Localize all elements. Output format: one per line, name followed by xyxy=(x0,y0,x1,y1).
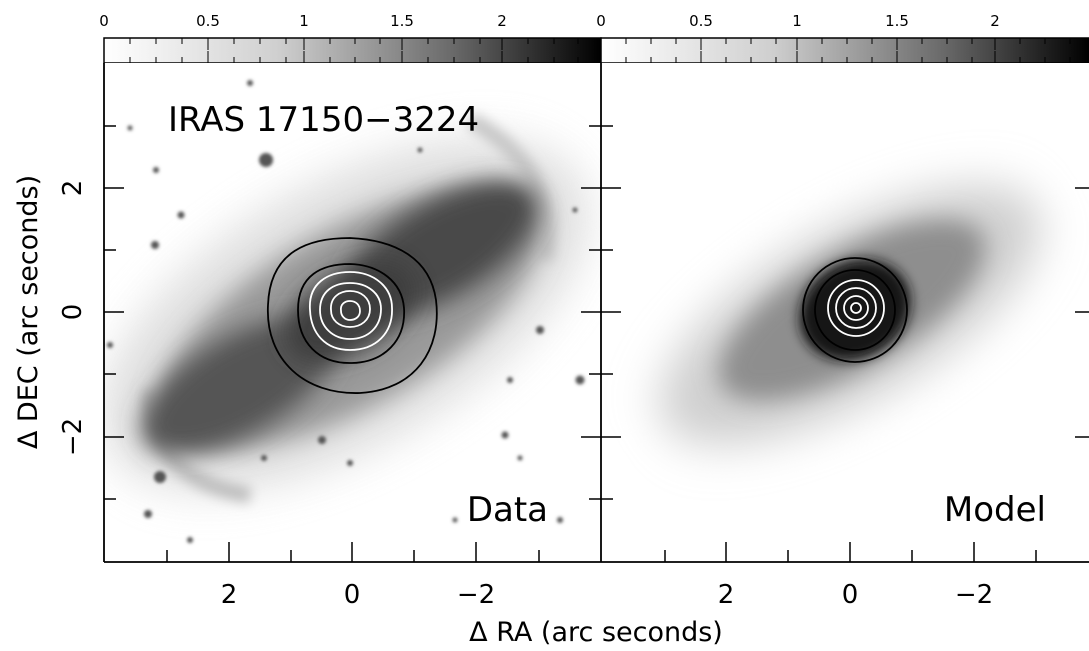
colorbar-left-tick-0: 0 xyxy=(99,12,109,30)
model-panel-label: Model xyxy=(944,490,1046,530)
model-panel: Model xyxy=(601,63,1089,562)
data-image xyxy=(104,80,588,543)
model-contour-middle xyxy=(814,269,896,351)
data-contour-inner-1 xyxy=(309,271,393,351)
model-image xyxy=(659,184,1041,446)
y-tick-1: 0 xyxy=(58,304,88,321)
model-contour-inner-1 xyxy=(827,279,885,337)
data-contour-middle xyxy=(297,263,405,364)
colorbar-right-gradient xyxy=(600,37,1089,64)
x-tick-right-1: 0 xyxy=(842,580,859,610)
x-tick-left-0: 2 xyxy=(221,580,238,610)
colorbar-left: 0 0.5 1 1.5 2 xyxy=(99,12,602,64)
x-tick-left-1: 0 xyxy=(344,580,361,610)
model-contour-inner-3 xyxy=(843,295,869,321)
colorbar-right-tick-3: 1.5 xyxy=(885,12,909,30)
y-tick-2: −2 xyxy=(58,418,88,456)
colorbar-left-tick-3: 1.5 xyxy=(390,12,414,30)
axis-ticks xyxy=(104,125,1089,562)
colorbar-right-tick-2: 1 xyxy=(792,12,802,30)
colorbar-left-ticks xyxy=(103,38,579,63)
object-name: IRAS 17150−3224 xyxy=(168,100,479,140)
data-panel-label: Data xyxy=(467,490,548,530)
data-contour-inner-2 xyxy=(319,282,382,340)
x-tick-right-2: −2 xyxy=(955,580,993,610)
nebula-lobe-lower xyxy=(141,316,339,454)
x-tick-right-0: 2 xyxy=(718,580,735,610)
model-contour-outer xyxy=(802,257,908,363)
colorbar-left-tick-4: 2 xyxy=(497,12,507,30)
colorbar-right: 0 0.5 1 1.5 2 xyxy=(596,12,1089,64)
y-tick-0: 2 xyxy=(58,180,88,197)
star-icon xyxy=(107,80,585,543)
y-axis-title: Δ DEC (arc seconds) xyxy=(13,175,44,449)
model-contour-inner-4 xyxy=(850,302,862,314)
x-tick-left-2: −2 xyxy=(457,580,495,610)
model-contour-inner-2 xyxy=(835,287,877,329)
data-contour-inner-4 xyxy=(339,300,361,321)
colorbar-right-ticks xyxy=(600,38,1071,63)
data-contour-inner-3 xyxy=(330,290,371,328)
data-contour-outer xyxy=(267,237,438,394)
x-axis-title: Δ RA (arc seconds) xyxy=(469,617,723,648)
colorbar-right-tick-0: 0 xyxy=(596,12,606,30)
nebula-arc-right xyxy=(466,113,556,262)
colorbar-left-tick-1: 0.5 xyxy=(196,12,220,30)
colorbar-right-tick-1: 0.5 xyxy=(689,12,713,30)
colorbar-right-tick-4: 2 xyxy=(990,12,1000,30)
model-core xyxy=(799,259,911,361)
data-panel: IRAS 17150−3224 Data xyxy=(104,63,601,562)
colorbar-left-tick-2: 1 xyxy=(299,12,309,30)
colorbar-left-gradient xyxy=(103,37,602,64)
